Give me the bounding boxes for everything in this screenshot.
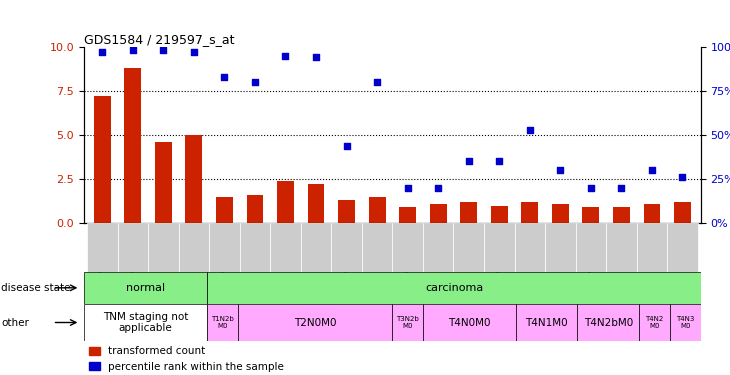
Text: disease state: disease state (1, 283, 71, 293)
Point (127, 47, 139, 53)
FancyBboxPatch shape (239, 223, 270, 272)
Point (96, 49, 108, 55)
Bar (155, 142, 172, 223)
FancyBboxPatch shape (84, 304, 207, 341)
FancyBboxPatch shape (210, 223, 239, 272)
Text: normal: normal (126, 283, 165, 293)
Point (249, 79, 261, 85)
FancyBboxPatch shape (670, 304, 701, 341)
Point (646, 167, 658, 173)
Bar (644, 204, 661, 223)
Text: T2N0M0: T2N0M0 (294, 318, 337, 327)
FancyBboxPatch shape (423, 304, 515, 341)
FancyBboxPatch shape (87, 223, 118, 272)
Text: T4N2
M0: T4N2 M0 (645, 316, 664, 329)
FancyBboxPatch shape (606, 223, 637, 272)
FancyBboxPatch shape (331, 223, 362, 272)
Text: T4N3
M0: T4N3 M0 (676, 316, 694, 329)
Point (218, 74, 230, 80)
FancyBboxPatch shape (423, 223, 453, 272)
Text: T4N0M0: T4N0M0 (448, 318, 491, 327)
Point (402, 185, 413, 191)
Text: T4N1M0: T4N1M0 (526, 318, 568, 327)
Bar (247, 195, 264, 223)
FancyBboxPatch shape (545, 223, 575, 272)
Point (158, 47, 169, 53)
Point (188, 49, 200, 55)
Point (585, 185, 596, 191)
Text: T1N2b
M0: T1N2b M0 (212, 316, 234, 329)
Point (341, 142, 353, 148)
Text: T4N2bM0: T4N2bM0 (584, 318, 633, 327)
Bar (491, 206, 507, 223)
Point (463, 158, 474, 164)
FancyBboxPatch shape (577, 304, 639, 341)
FancyBboxPatch shape (575, 223, 606, 272)
Bar (307, 184, 324, 223)
Bar (461, 202, 477, 223)
Text: TNM staging not
applicable: TNM staging not applicable (103, 312, 188, 333)
FancyBboxPatch shape (179, 223, 210, 272)
Bar (124, 68, 141, 223)
FancyBboxPatch shape (207, 304, 238, 341)
FancyBboxPatch shape (148, 223, 179, 272)
Bar (94, 96, 111, 223)
Bar (674, 202, 691, 223)
Text: other: other (1, 318, 29, 327)
Point (432, 185, 444, 191)
Text: T3N2b
M0: T3N2b M0 (396, 316, 419, 329)
Text: carcinoma: carcinoma (425, 283, 483, 293)
Bar (613, 207, 630, 223)
Point (677, 174, 688, 180)
FancyBboxPatch shape (453, 223, 484, 272)
FancyBboxPatch shape (515, 304, 577, 341)
Text: GDS1584 / 219597_s_at: GDS1584 / 219597_s_at (84, 33, 234, 46)
FancyBboxPatch shape (637, 223, 667, 272)
Point (280, 53, 291, 59)
Bar (583, 207, 599, 223)
Bar (521, 202, 538, 223)
FancyBboxPatch shape (484, 223, 515, 272)
Bar (552, 204, 569, 223)
FancyBboxPatch shape (393, 304, 423, 341)
Point (310, 54, 322, 60)
FancyBboxPatch shape (238, 304, 393, 341)
Point (372, 79, 383, 85)
Bar (185, 135, 202, 223)
Bar (216, 196, 233, 223)
FancyBboxPatch shape (639, 304, 670, 341)
Bar (399, 207, 416, 223)
FancyBboxPatch shape (301, 223, 331, 272)
FancyBboxPatch shape (118, 223, 148, 272)
Point (555, 167, 566, 173)
Bar (369, 196, 385, 223)
FancyBboxPatch shape (84, 272, 207, 304)
Bar (277, 181, 294, 223)
Point (615, 185, 627, 191)
FancyBboxPatch shape (362, 223, 393, 272)
FancyBboxPatch shape (270, 223, 301, 272)
Bar (430, 204, 447, 223)
Point (524, 127, 536, 133)
FancyBboxPatch shape (515, 223, 545, 272)
Point (493, 158, 505, 164)
FancyBboxPatch shape (393, 223, 423, 272)
FancyBboxPatch shape (667, 223, 698, 272)
FancyBboxPatch shape (207, 272, 701, 304)
Bar (338, 200, 355, 223)
Legend: transformed count, percentile rank within the sample: transformed count, percentile rank withi… (89, 346, 284, 372)
